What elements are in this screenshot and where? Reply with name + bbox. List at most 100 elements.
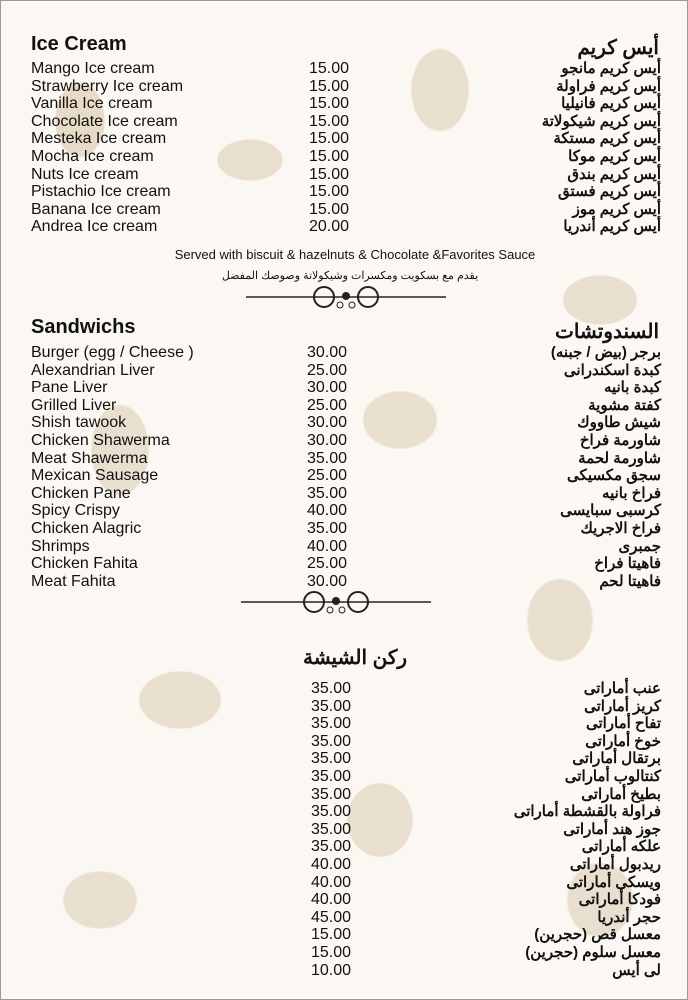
- item-price: 30.00: [307, 344, 348, 361]
- item-price: 15.00: [309, 77, 350, 95]
- menu-item: 35.00 بطيخ أماراتى: [1, 786, 688, 804]
- menu-item: Grilled Liver 25.00 كفتة مشوية: [1, 397, 688, 415]
- item-name-en: Meat Shawerma: [31, 449, 148, 467]
- item-name-ar: جوز هند أماراتى: [563, 820, 661, 838]
- menu-item: 15.00 معسل قص (حجرين): [1, 926, 688, 944]
- item-name-ar: تفاح أماراتى: [585, 715, 661, 733]
- item-name-en: Mocha Ice cream: [31, 148, 154, 165]
- item-price: 15.00: [311, 944, 352, 961]
- item-price: 35.00: [311, 838, 352, 856]
- item-price: 40.00: [311, 891, 352, 909]
- item-name-ar: شاورمة فراخ: [579, 432, 661, 449]
- menu-item: Pistachio Ice cream 15.00 أيس كريم فستق: [1, 183, 688, 201]
- item-name-ar: أيس كريم مانجو: [561, 60, 661, 77]
- item-name-ar: برجر (بيض / جبنه): [550, 344, 661, 361]
- item-name-en: Chicken Pane: [31, 484, 131, 502]
- menu-item: Mango Ice cream 15.00 أيس كريم مانجو: [1, 60, 688, 78]
- item-price: 30.00: [307, 414, 348, 432]
- item-price: 20.00: [309, 218, 350, 236]
- item-price: 35.00: [307, 520, 348, 537]
- item-name-en: Nuts Ice cream: [31, 165, 139, 183]
- item-name-ar: كفتة مشوية: [588, 396, 661, 414]
- item-price: 30.00: [307, 379, 348, 397]
- item-name-ar: عنب أماراتى: [583, 680, 661, 697]
- item-price: 35.00: [307, 449, 348, 467]
- item-name-ar: ريدبول أماراتى: [569, 856, 661, 873]
- item-price: 35.00: [311, 820, 352, 838]
- item-name-ar: لى أيس: [612, 961, 661, 979]
- item-price: 10.00: [311, 961, 352, 979]
- menu-item: Chicken Pane 35.00 فراخ بانيه: [1, 485, 688, 503]
- menu-item: 35.00 كريز أماراتى: [1, 698, 688, 716]
- item-name-ar: كريز أماراتى: [584, 697, 661, 715]
- item-name-ar: فاهيتا فراخ: [594, 555, 661, 573]
- item-name-ar: برتقال أماراتى: [572, 750, 661, 768]
- menu-item: 35.00 جوز هند أماراتى: [1, 821, 688, 839]
- menu-item: 35.00 كنتالوب أماراتى: [1, 768, 688, 786]
- menu-item: Mocha Ice cream 15.00 أيس كريم موكا: [1, 148, 688, 166]
- item-price: 15.00: [309, 112, 350, 130]
- item-name-ar: أيس كريم موكا: [568, 148, 661, 165]
- item-name-ar: فراولة بالقشطة أماراتى: [513, 803, 661, 821]
- menu-item: 35.00 تفاح أماراتى: [1, 715, 688, 733]
- menu-item: Meat Fahita 30.00 فاهيتا لحم: [1, 573, 688, 591]
- menu-item: Spicy Crispy 40.00 كرسبى سبايسى: [1, 502, 688, 520]
- item-name-ar: بطيخ أماراتى: [581, 785, 661, 803]
- menu-item: 35.00 علكه أماراتى: [1, 838, 688, 856]
- menu-item: Meat Shawerma 35.00 شاورمة لحمة: [1, 450, 688, 468]
- item-name-en: Chicken Shawerma: [31, 432, 170, 449]
- menu-item: Chicken Alagric 35.00 فراخ الاجريك: [1, 520, 688, 538]
- item-name-ar: فاهيتا لحم: [599, 572, 661, 590]
- item-name-en: Shrimps: [31, 537, 90, 555]
- menu-item: Shrimps 40.00 جمبرى: [1, 538, 688, 556]
- item-name-en: Pane Liver: [31, 379, 108, 397]
- item-name-ar: شيش طاووك: [577, 414, 661, 432]
- sandwiches-title: Sandwichs: [31, 316, 136, 338]
- item-name-en: Chicken Alagric: [31, 520, 142, 537]
- item-name-ar: فودكا أماراتى: [578, 891, 661, 909]
- item-price: 35.00: [311, 732, 352, 750]
- item-name-ar: أيس كريم شيكولاتة: [541, 112, 661, 130]
- item-name-ar: شاورمة لحمة: [578, 449, 661, 467]
- item-price: 15.00: [309, 165, 350, 183]
- menu-item: 35.00 خوخ أماراتى: [1, 733, 688, 751]
- item-name-ar: علكه أماراتى: [581, 838, 661, 856]
- item-name-ar: أيس كريم مستكة: [553, 130, 661, 148]
- item-name-en: Alexandrian Liver: [31, 361, 155, 379]
- item-name-en: Mango Ice cream: [31, 60, 155, 77]
- item-name-en: Shish tawook: [31, 414, 127, 432]
- menu-item: Chicken Fahita 25.00 فاهيتا فراخ: [1, 555, 688, 573]
- menu-item: Mesteka Ice cream 15.00 أيس كريم مستكة: [1, 130, 688, 148]
- menu-item: Alexandrian Liver 25.00 كبدة اسكندرانى: [1, 362, 688, 380]
- menu-item: 10.00 لى أيس: [1, 962, 688, 980]
- item-price: 40.00: [307, 537, 348, 555]
- item-name-ar: أيس كريم موز: [572, 200, 661, 218]
- menu-item: 15.00 معسل سلوم (حجرين): [1, 944, 688, 962]
- item-name-en: Meat Fahita: [31, 572, 116, 590]
- sandwiches-title-ar: السندوتشات: [554, 321, 659, 343]
- ice-cream-title-ar: أيس كريم: [577, 37, 659, 59]
- item-name-ar: أيس كريم بندق: [567, 165, 661, 183]
- menu-item: Strawberry Ice cream 15.00 أيس كريم فراولة: [1, 78, 688, 96]
- item-name-en: Banana Ice cream: [31, 200, 161, 218]
- item-price: 35.00: [311, 750, 352, 768]
- item-price: 25.00: [307, 396, 348, 414]
- menu-item: 35.00 عنب أماراتى: [1, 680, 688, 698]
- item-price: 35.00: [311, 785, 352, 803]
- item-price: 15.00: [309, 148, 350, 165]
- item-name-ar: معسل سلوم (حجرين): [525, 944, 661, 961]
- item-price: 35.00: [307, 484, 348, 502]
- menu-item: Andrea Ice cream 20.00 أيس كريم أندريا: [1, 218, 688, 236]
- item-price: 35.00: [311, 803, 352, 821]
- menu-item: Chocolate Ice cream 15.00 أيس كريم شيكولات…: [1, 113, 688, 131]
- item-price: 25.00: [307, 467, 348, 485]
- item-name-ar: ويسكى أماراتى: [566, 873, 661, 891]
- item-name-ar: أيس كريم فانيليا: [561, 95, 661, 113]
- item-name-ar: فراخ بانيه: [602, 484, 661, 502]
- item-name-ar: معسل قص (حجرين): [534, 926, 661, 944]
- menu-item: Mexican Sausage 25.00 سجق مكسيكى: [1, 467, 688, 485]
- item-name-en: Andrea Ice cream: [31, 218, 158, 236]
- item-price: 15.00: [309, 60, 350, 77]
- item-name-en: Burger (egg / Cheese ): [31, 344, 194, 361]
- item-name-ar: سجق مكسيكى: [567, 467, 661, 485]
